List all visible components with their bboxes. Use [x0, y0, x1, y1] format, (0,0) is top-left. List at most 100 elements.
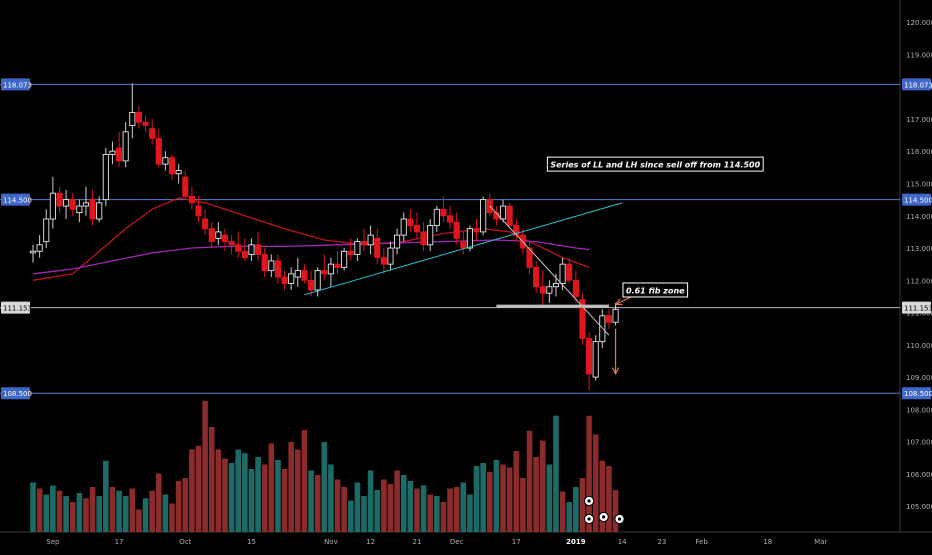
time-axis-tick-label: 15 [247, 538, 256, 546]
volume-bar [281, 469, 288, 532]
candle-down [380, 257, 387, 265]
volume-bar [434, 496, 440, 532]
time-axis-tick-label: Dec [450, 538, 464, 546]
time-axis-tick-label: Sep [46, 538, 60, 546]
candle-up [43, 218, 50, 243]
volume-bar [526, 430, 533, 532]
time-axis-tick-label: 2019 [566, 538, 586, 546]
annotation-text[interactable]: 0.61 fib zone [626, 286, 685, 295]
volume-bar [387, 484, 394, 532]
volume-bar [136, 509, 142, 532]
trendline[interactable] [304, 202, 623, 296]
candle-up [466, 228, 473, 249]
candle-up [341, 250, 348, 268]
candle-up [63, 199, 70, 207]
volume-bar [109, 487, 116, 532]
candle-up [400, 218, 407, 236]
candle-down [526, 247, 533, 268]
volume-bar [579, 478, 586, 532]
candle-up [559, 263, 566, 284]
volume-bar [440, 502, 447, 532]
volume-bar [182, 478, 189, 532]
candle-down [182, 176, 189, 197]
price-axis-tick-label: 116.000 [906, 148, 932, 156]
moving-average-line [32, 239, 590, 275]
volume-bar [89, 487, 96, 532]
candle-up [248, 244, 255, 255]
candle-down [255, 244, 262, 255]
volume-bar [566, 502, 573, 532]
candle-down [413, 224, 421, 233]
volume-bar [308, 470, 314, 532]
volume-bar [453, 487, 460, 532]
volume-bar [354, 482, 361, 532]
time-axis-tick-label: 17 [512, 538, 521, 546]
candle-down [407, 218, 414, 226]
volume-bar [76, 493, 83, 532]
candle-up [433, 208, 440, 226]
volume-bar [189, 449, 195, 532]
price-level-tag-left [1, 193, 30, 206]
price-level-tag-left-label: 108.500 [3, 390, 32, 398]
candle-down [566, 263, 573, 281]
candle-down [241, 250, 248, 259]
volume-bar [374, 490, 381, 532]
volume-bar [314, 475, 321, 532]
candle-down [69, 199, 76, 210]
volume-bar [142, 498, 149, 532]
candle-down [142, 121, 149, 126]
candle-up [76, 205, 83, 213]
candle-down [360, 241, 368, 246]
volume-bar [400, 475, 407, 532]
price-axis-tick-label: 112.000 [906, 277, 932, 285]
volume-bar [208, 427, 215, 532]
volume-bar [341, 487, 347, 532]
annotation-text[interactable]: Series of LL and LH since sell off from … [550, 161, 760, 170]
volume-bar [533, 457, 539, 532]
price-axis-tick-label: 108.000 [906, 406, 932, 414]
candle-up [552, 283, 560, 288]
annotation-arrowhead [611, 367, 620, 376]
candle-down [155, 137, 162, 165]
event-marker-dot [617, 517, 622, 521]
candle-down [420, 231, 427, 246]
volume-bar [506, 467, 513, 532]
volume-bar [592, 434, 599, 532]
candle-down [605, 315, 612, 323]
candle-up [122, 131, 129, 162]
volume-bar [447, 488, 453, 532]
price-level-tag-right [902, 387, 931, 400]
volume-bar [175, 481, 182, 532]
volume-bar [367, 470, 374, 532]
candle-up [109, 150, 116, 155]
candle-down [168, 157, 176, 175]
candle-down [281, 276, 288, 284]
candle-up [215, 231, 222, 239]
price-axis-tick-label: 113.000 [906, 245, 932, 253]
candle-up [102, 153, 109, 201]
volume-bar [321, 442, 328, 532]
candle-up [36, 244, 43, 252]
volume-bar [69, 502, 76, 532]
volume-bar [50, 485, 56, 532]
volume-bar [149, 490, 155, 532]
volume-bar [460, 482, 467, 532]
candle-down [453, 221, 460, 239]
trendline[interactable] [489, 205, 610, 336]
volume-bar [334, 479, 341, 532]
volume-bar [255, 457, 261, 532]
volume-bar [228, 463, 235, 532]
candle-up [288, 273, 295, 284]
price-level-tag-left [1, 78, 30, 91]
candle-up [387, 247, 394, 265]
volume-bar [36, 488, 43, 532]
candle-up [427, 224, 434, 246]
candle-up [592, 341, 599, 378]
candle-down [228, 241, 235, 246]
volume-bar [116, 490, 122, 532]
candle-up [367, 234, 374, 246]
candle-down [149, 128, 156, 139]
price-level-tag-left-label: 118.073 [3, 81, 32, 89]
